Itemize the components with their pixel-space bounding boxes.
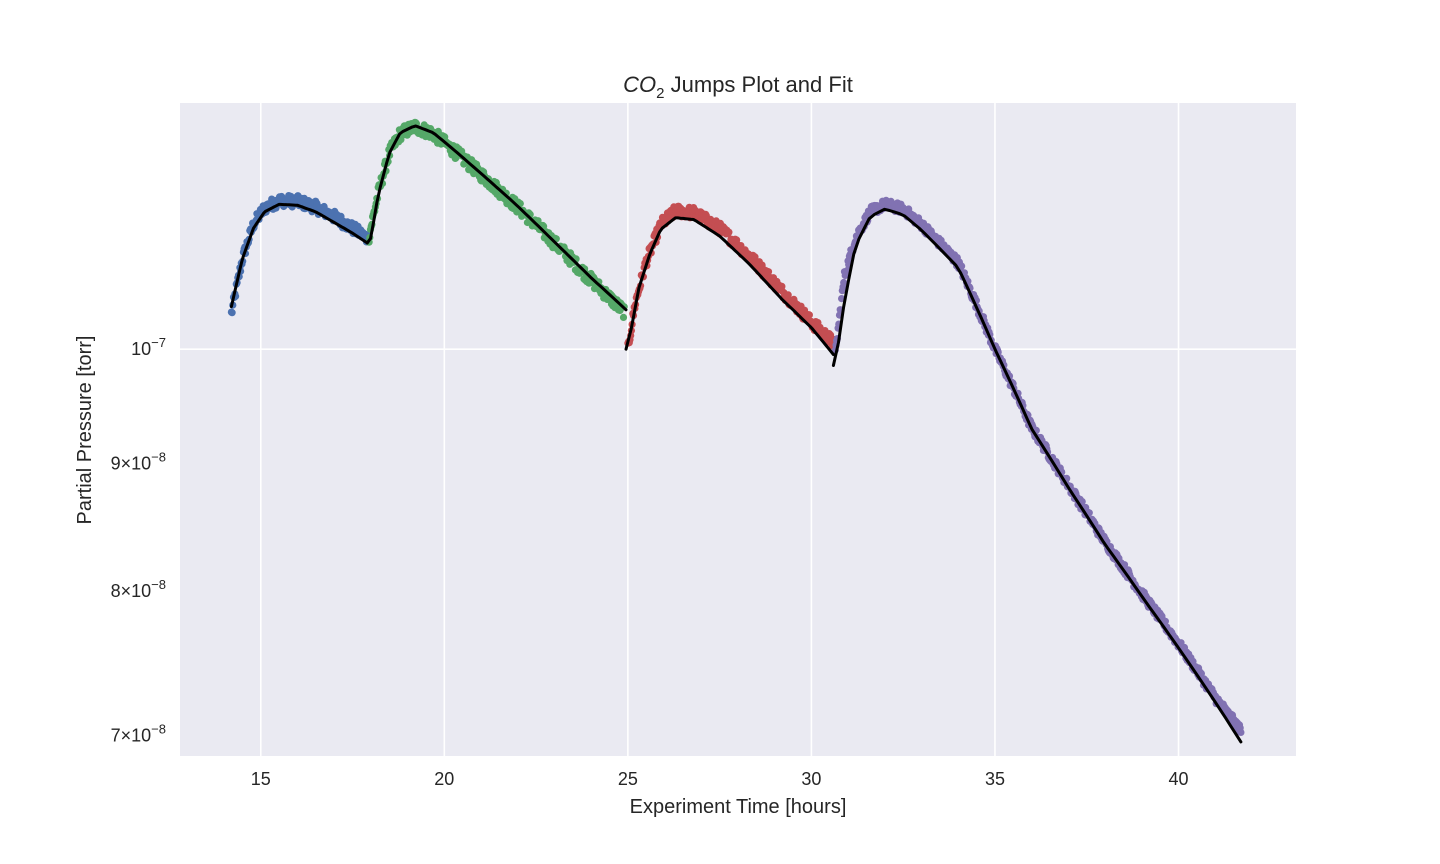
x-tick-label: 40 [1169, 769, 1189, 789]
fit-line [365, 124, 628, 312]
fit-line [831, 207, 1243, 744]
data-point [1197, 669, 1205, 678]
y-tick-label: 7×10−8 [111, 722, 166, 746]
data-point [228, 309, 236, 317]
y-tick-label: 8×10−8 [111, 577, 166, 601]
chart-title-subscript: 2 [656, 85, 664, 102]
data-point [840, 278, 848, 287]
tick-labels: 15 20 25 30 35 40 10−7 9×10−8 8×10−8 7×10−8 [111, 335, 1189, 789]
x-tick-label: 25 [618, 769, 638, 789]
data-point [1237, 728, 1245, 737]
y-axis-label: Partial Pressure [torr] [74, 336, 96, 525]
plot-background [180, 103, 1296, 756]
data-point [619, 313, 628, 321]
x-tick-label: 35 [985, 769, 1005, 789]
data-point [751, 253, 759, 261]
data-point [805, 311, 814, 319]
fit-lines [229, 124, 1243, 744]
chart-title-main: CO [623, 72, 656, 97]
data-point [958, 262, 966, 270]
data-point [725, 228, 733, 236]
y-tick-label: 10−7 [131, 335, 166, 359]
data-point [764, 268, 773, 276]
chart-title: CO2 Jumps Plot and Fit [623, 72, 853, 102]
x-tick-label: 30 [801, 769, 821, 789]
data-point [1161, 617, 1169, 625]
grid [180, 103, 1296, 756]
fit-line [229, 202, 369, 309]
data-point [784, 291, 792, 299]
x-tick-label: 20 [434, 769, 454, 789]
x-tick-label: 15 [251, 769, 271, 789]
fit-line [624, 216, 835, 357]
x-axis-label: Experiment Time [hours] [630, 796, 847, 818]
chart-title-rest: Jumps Plot and Fit [665, 72, 853, 97]
y-tick-label: 9×10−8 [111, 449, 166, 473]
